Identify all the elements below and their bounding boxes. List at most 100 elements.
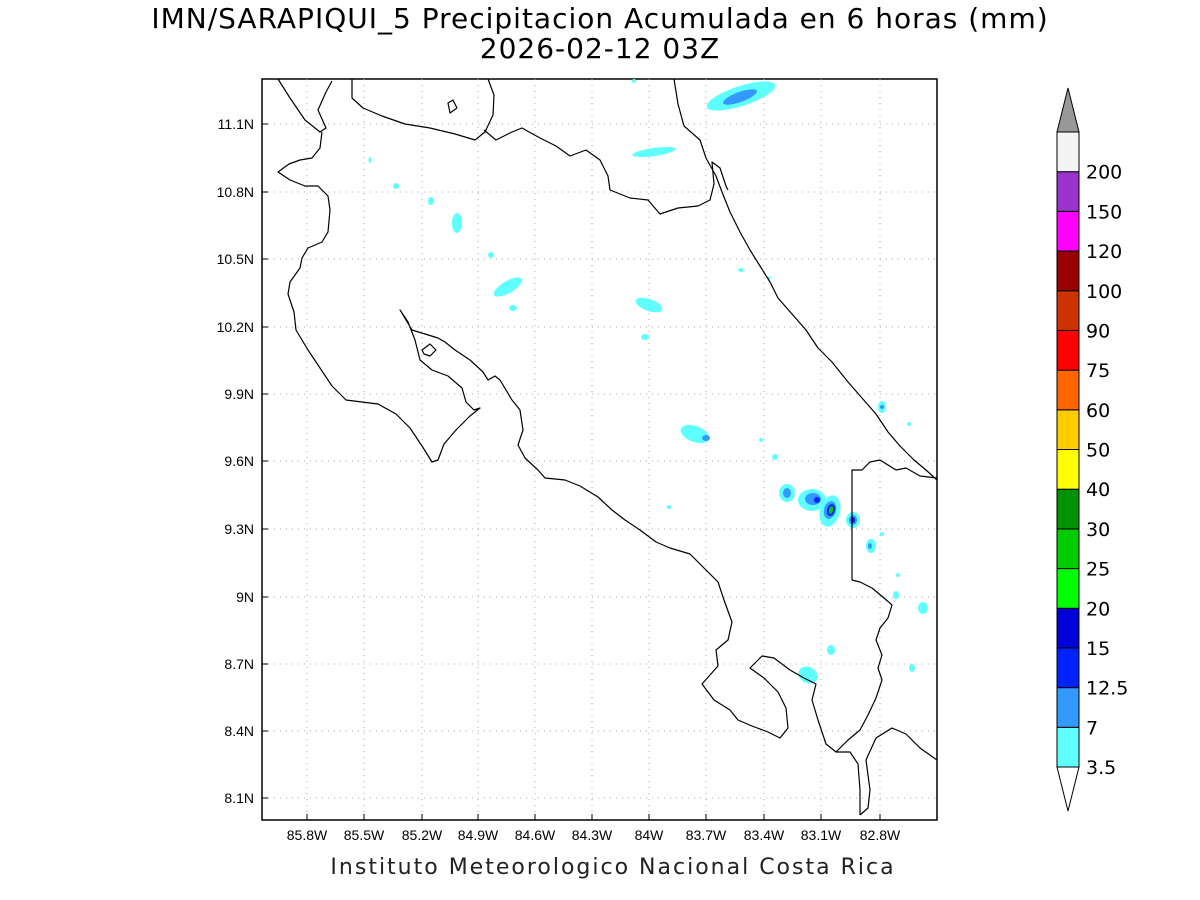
lat-tick-label: 9.3N <box>224 521 254 537</box>
colorbar-label: 120 <box>1086 241 1122 263</box>
lat-tick-label: 9N <box>236 589 254 605</box>
coastline-osa-south <box>859 727 938 816</box>
precip-area <box>452 213 462 233</box>
precip-area <box>759 438 763 442</box>
coastline-northwest <box>277 78 333 133</box>
colorbar-label: 15 <box>1086 638 1110 660</box>
precip-area <box>632 79 636 83</box>
lon-tick-label: 82.8W <box>860 827 901 843</box>
latitude-axis: 11.1N 10.8N 10.5N 10.2N 9.9N 9.6N 9.3N 9N 8.7N 8.… <box>217 116 268 806</box>
precip-area <box>814 497 820 503</box>
precip-area <box>368 157 372 163</box>
precip-area <box>798 666 818 684</box>
colorbar-label: 3.5 <box>1086 757 1116 779</box>
colorbar-segment <box>1056 369 1080 411</box>
chart-title: IMN/SARAPIQUI_5 Precipitacion Acumulada … <box>151 2 1049 35</box>
lake-arenal <box>421 343 437 357</box>
precip-area <box>667 505 671 509</box>
institution-credit: Instituto Meteorologico Nacional Costa R… <box>330 855 896 880</box>
precip-area <box>428 197 434 205</box>
lon-tick-label: 83.1W <box>801 827 842 843</box>
colorbar-label: 150 <box>1086 201 1122 223</box>
colorbar: 3.5 7 12.5 15 20 25 30 40 50 60 75 90 100 120 150 200 <box>1056 87 1128 812</box>
lon-tick-label: 85.2W <box>402 827 443 843</box>
lon-tick-label: 85.5W <box>344 827 385 843</box>
precip-area <box>893 591 899 599</box>
coastline <box>277 78 938 816</box>
precip-area <box>393 183 399 189</box>
map-frame <box>261 78 938 821</box>
colorbar-segment <box>1056 210 1080 252</box>
lat-tick-label: 9.9N <box>224 386 254 402</box>
colorbar-segment <box>1056 488 1080 530</box>
precip-area <box>632 146 676 158</box>
lon-tick-label: 83.4W <box>744 827 785 843</box>
colorbar-label: 50 <box>1086 440 1110 462</box>
colorbar-label: 200 <box>1086 162 1122 184</box>
colorbar-label: 12.5 <box>1086 678 1128 700</box>
colorbar-label: 100 <box>1086 281 1122 303</box>
colorbar-segment <box>1056 687 1080 728</box>
precip-area <box>880 405 884 409</box>
ocean-east-caribbean <box>483 127 729 215</box>
colorbar-segment <box>1056 647 1080 689</box>
precip-area <box>635 297 663 313</box>
colorbar-segment <box>1056 409 1080 450</box>
precip-area <box>896 573 900 577</box>
colorbar-label: 40 <box>1086 479 1110 501</box>
lon-tick-label: 83.7W <box>686 827 727 843</box>
lat-tick-label: 10.2N <box>217 319 254 335</box>
colorbar-label: 30 <box>1086 519 1110 541</box>
lat-tick-label: 10.5N <box>217 251 254 267</box>
lat-tick-label: 10.8N <box>217 184 254 200</box>
lat-tick-label: 11.1N <box>218 116 254 132</box>
colorbar-segment <box>1056 131 1080 173</box>
precip-area <box>918 602 928 614</box>
longitude-axis: 85.8W 85.5W 85.2W 84.9W 84.6W 84.3W 84W 83.7W 83… <box>287 814 901 843</box>
precip-area <box>880 532 884 536</box>
colorbar-segment <box>1056 329 1080 371</box>
colorbar-segment <box>1056 726 1080 768</box>
border-costa-rica-panama <box>851 459 938 580</box>
border-costa-rica-nicaragua <box>277 131 861 815</box>
coastline-panama-bay <box>835 579 893 753</box>
precip-area <box>641 334 649 340</box>
lon-tick-label: 84W <box>635 827 665 843</box>
precip-area <box>509 305 517 311</box>
colorbar-label: 25 <box>1086 559 1110 581</box>
precip-area <box>907 422 911 426</box>
precip-area <box>828 506 834 514</box>
precip-area <box>909 664 915 672</box>
lat-tick-label: 8.7N <box>224 656 254 672</box>
lat-tick-label: 8.1N <box>224 790 254 806</box>
colorbar-label: 60 <box>1086 400 1110 422</box>
colorbar-segment <box>1056 171 1080 212</box>
coastline-caribbean <box>673 78 938 481</box>
precip-area <box>738 268 744 272</box>
precip-area <box>702 435 710 441</box>
precip-area <box>827 645 835 655</box>
colorbar-low-arrow <box>1056 766 1080 812</box>
colorbar-segment <box>1056 290 1080 331</box>
precip-area <box>722 89 758 105</box>
precip-area <box>772 454 778 460</box>
precip-area <box>488 252 494 258</box>
lon-tick-label: 84.3W <box>572 827 613 843</box>
precip-area <box>493 277 523 297</box>
colorbar-label: 7 <box>1086 717 1098 739</box>
precip-area <box>868 543 872 549</box>
chart-datetime: 2026-02-12 03Z <box>479 32 721 65</box>
nicaragua-lake-shore <box>351 78 495 141</box>
lon-tick-label: 85.8W <box>287 827 328 843</box>
colorbar-segment <box>1056 250 1080 292</box>
lon-tick-label: 84.9W <box>458 827 499 843</box>
colorbar-segment <box>1056 607 1080 649</box>
colorbar-label: 90 <box>1086 320 1110 342</box>
precip-area <box>783 488 791 498</box>
lon-tick-label: 84.6W <box>515 827 556 843</box>
colorbar-segment <box>1056 449 1080 490</box>
colorbar-segment <box>1056 568 1080 609</box>
colorbar-label: 20 <box>1086 598 1110 620</box>
colorbar-segment <box>1056 528 1080 570</box>
